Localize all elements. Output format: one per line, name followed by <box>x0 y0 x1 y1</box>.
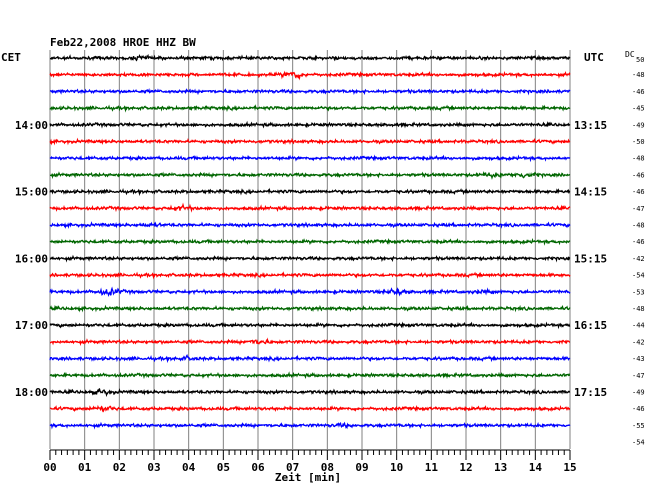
dc-offset-label: -48 <box>632 305 645 313</box>
x-tick-label: 10 <box>390 461 403 474</box>
dc-offset-label: -50 <box>632 138 645 146</box>
dc-offset-label: -46 <box>632 88 645 96</box>
dc-offset-label: -44 <box>632 322 645 330</box>
trace-row-10 <box>49 221 571 230</box>
utc-time-label: 14:15 <box>574 186 607 199</box>
x-tick-label: 07 <box>286 461 299 474</box>
dc-offset-label: -45 <box>632 105 645 113</box>
trace-row-19 <box>49 371 571 380</box>
dc-offset-labels: -48 -46 -45 -49 -50 -48 -46 -46 -47 -48 -46 -42 -54 -… <box>632 71 645 446</box>
trace-row-3 <box>49 104 571 113</box>
right-time-labels: 13:15 14:15 15:15 16:15 17:15 <box>574 119 607 399</box>
trace-row-0 <box>49 53 571 62</box>
x-tick-label: 00 <box>43 461 56 474</box>
trace-row-11 <box>49 237 571 246</box>
utc-time-label: 16:15 <box>574 319 607 332</box>
trace-row-7 <box>49 171 571 180</box>
utc-time-label: 17:15 <box>574 386 607 399</box>
trace-row-4 <box>49 120 571 129</box>
dc-offset-label: -47 <box>632 205 645 213</box>
dc-offset-label: -46 <box>632 188 645 196</box>
x-axis-label: Zeit [min] <box>275 471 341 484</box>
trace-row-12 <box>49 254 571 263</box>
x-tick-label: 05 <box>217 461 230 474</box>
dc-offset-label: -54 <box>632 439 645 447</box>
x-tick-label: 02 <box>113 461 126 474</box>
cet-time-label: 14:00 <box>15 119 48 132</box>
trace-row-20 <box>49 387 571 398</box>
cet-label: CET <box>1 51 21 64</box>
trace-row-22 <box>49 421 571 430</box>
dc-offset-label: -48 <box>632 71 645 79</box>
dc-offset-label: -55 <box>632 422 645 430</box>
x-tick-label: 11 <box>425 461 439 474</box>
dc-offset-label: -48 <box>632 155 645 163</box>
dc-offset-label: -46 <box>632 405 645 413</box>
cet-time-label: 18:00 <box>15 386 48 399</box>
trace-row-8 <box>49 187 571 197</box>
x-tick-label: 09 <box>355 461 368 474</box>
x-tick-label: 06 <box>251 461 265 474</box>
trace-row-18 <box>49 354 571 364</box>
utc-time-label: 13:15 <box>574 119 607 132</box>
traces <box>49 53 571 430</box>
trace-row-5 <box>49 137 571 146</box>
trace-row-14 <box>49 286 571 297</box>
dc-offset-label: -46 <box>632 238 645 246</box>
dc-offset-label: -46 <box>632 171 645 179</box>
dc-offset-label: -49 <box>632 121 645 129</box>
dc-offset-label: -42 <box>632 338 645 346</box>
chart-title: Feb22,2008 HROE HHZ BW <box>50 36 196 49</box>
x-tick-label: 01 <box>78 461 92 474</box>
cet-time-label: 16:00 <box>15 252 48 265</box>
utc-label: UTC <box>584 51 604 64</box>
x-tick-label: 12 <box>459 461 472 474</box>
dc-offset-label: -54 <box>632 272 645 280</box>
trace-row-21 <box>49 404 571 413</box>
x-tick-label: 08 <box>321 461 334 474</box>
dc-offset-label: -47 <box>632 372 645 380</box>
trace-row-2 <box>49 88 571 96</box>
left-time-labels: 14:00 15:00 16:00 17:00 18:00 <box>15 119 48 399</box>
trace-row-16 <box>49 321 571 330</box>
x-tick-label: 13 <box>494 461 507 474</box>
x-tick-label: 04 <box>182 461 196 474</box>
x-tick-label: 03 <box>147 461 160 474</box>
dc-offset-label: -53 <box>632 288 645 296</box>
dc-offset-label: -42 <box>632 255 645 263</box>
trace-row-13 <box>49 271 571 280</box>
grid-lines <box>49 50 571 449</box>
x-tick-label: 15 <box>563 461 576 474</box>
trace-row-9 <box>49 202 571 213</box>
x-tick-label: 14 <box>529 461 543 474</box>
dc-label: DC <box>625 50 635 59</box>
trace-row-6 <box>49 154 571 163</box>
trace-row-15 <box>49 304 571 313</box>
x-axis: 00 01 02 03 04 05 06 07 08 09 10 11 12 13 14 15 <box>43 449 577 474</box>
dc-first-value: 50 <box>636 56 644 64</box>
trace-row-17 <box>49 337 571 347</box>
cet-time-label: 17:00 <box>15 319 48 332</box>
dc-offset-label: -49 <box>632 389 645 397</box>
dc-offset-label: -43 <box>632 355 645 363</box>
trace-row-1 <box>49 70 571 81</box>
cet-time-label: 15:00 <box>15 186 48 199</box>
utc-time-label: 15:15 <box>574 252 607 265</box>
dc-offset-label: -48 <box>632 222 645 230</box>
